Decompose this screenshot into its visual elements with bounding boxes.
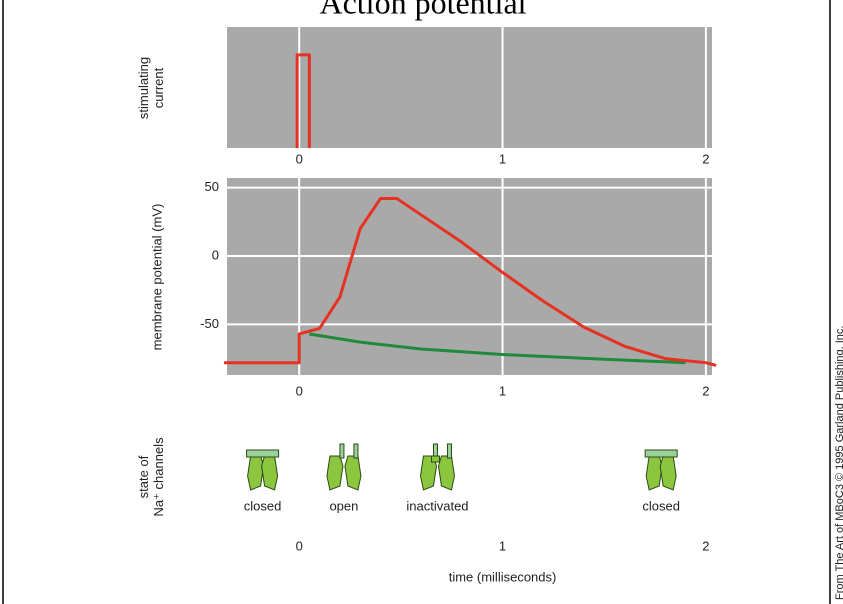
data-line	[309, 332, 686, 365]
x-tick-label: 0	[296, 383, 303, 398]
gate	[446, 443, 452, 459]
y-tick-label: 0	[212, 247, 219, 262]
credit: From The Art of MBoC3 © 1995 Garland Pub…	[834, 326, 843, 600]
channel-subunit	[645, 455, 663, 491]
gate	[246, 449, 280, 458]
channel-icon	[326, 443, 362, 491]
gate	[353, 443, 359, 459]
plot-area	[227, 27, 712, 148]
state-label: closed	[244, 498, 282, 513]
data-line	[295, 53, 311, 148]
y-axis-label: current	[151, 67, 166, 108]
x-tick-label: 0	[296, 151, 303, 166]
x-tick-label: 1	[499, 538, 506, 553]
y-axis-label: Na⁺ channels	[151, 437, 166, 517]
x-tick-label: 0	[296, 538, 303, 553]
x-tick-label: 1	[499, 151, 506, 166]
state-label: inactivated	[406, 498, 468, 513]
plug	[430, 455, 440, 463]
y-axis-label: membrane potential (mV)	[149, 204, 164, 351]
y-tick-label: 50	[205, 179, 219, 194]
x-tick-label: 1	[499, 383, 506, 398]
channel-subunit	[659, 455, 677, 491]
channel-icon	[246, 449, 280, 491]
x-tick-label: 2	[702, 151, 709, 166]
gate	[339, 443, 345, 459]
channel-icon	[644, 449, 678, 491]
plot-area	[227, 178, 712, 375]
x-tick-label: 2	[702, 538, 709, 553]
channel-icon	[419, 443, 455, 491]
state-label: open	[329, 498, 358, 513]
x-tick-label: 2	[702, 383, 709, 398]
x-axis-label: time (milliseconds)	[449, 569, 557, 584]
channel-subunit	[344, 455, 362, 491]
channel-subunit	[261, 455, 279, 491]
y-axis-label: state of	[136, 455, 151, 498]
channel-subunit	[247, 455, 265, 491]
channel-subunit	[326, 455, 344, 491]
channel-subunit	[437, 455, 455, 491]
gate	[644, 449, 678, 458]
page-title: Action potential	[319, 0, 526, 20]
data-line	[223, 197, 717, 367]
state-label: closed	[642, 498, 680, 513]
y-tick-label: -50	[200, 316, 219, 331]
y-axis-label: stimulating	[136, 57, 151, 119]
